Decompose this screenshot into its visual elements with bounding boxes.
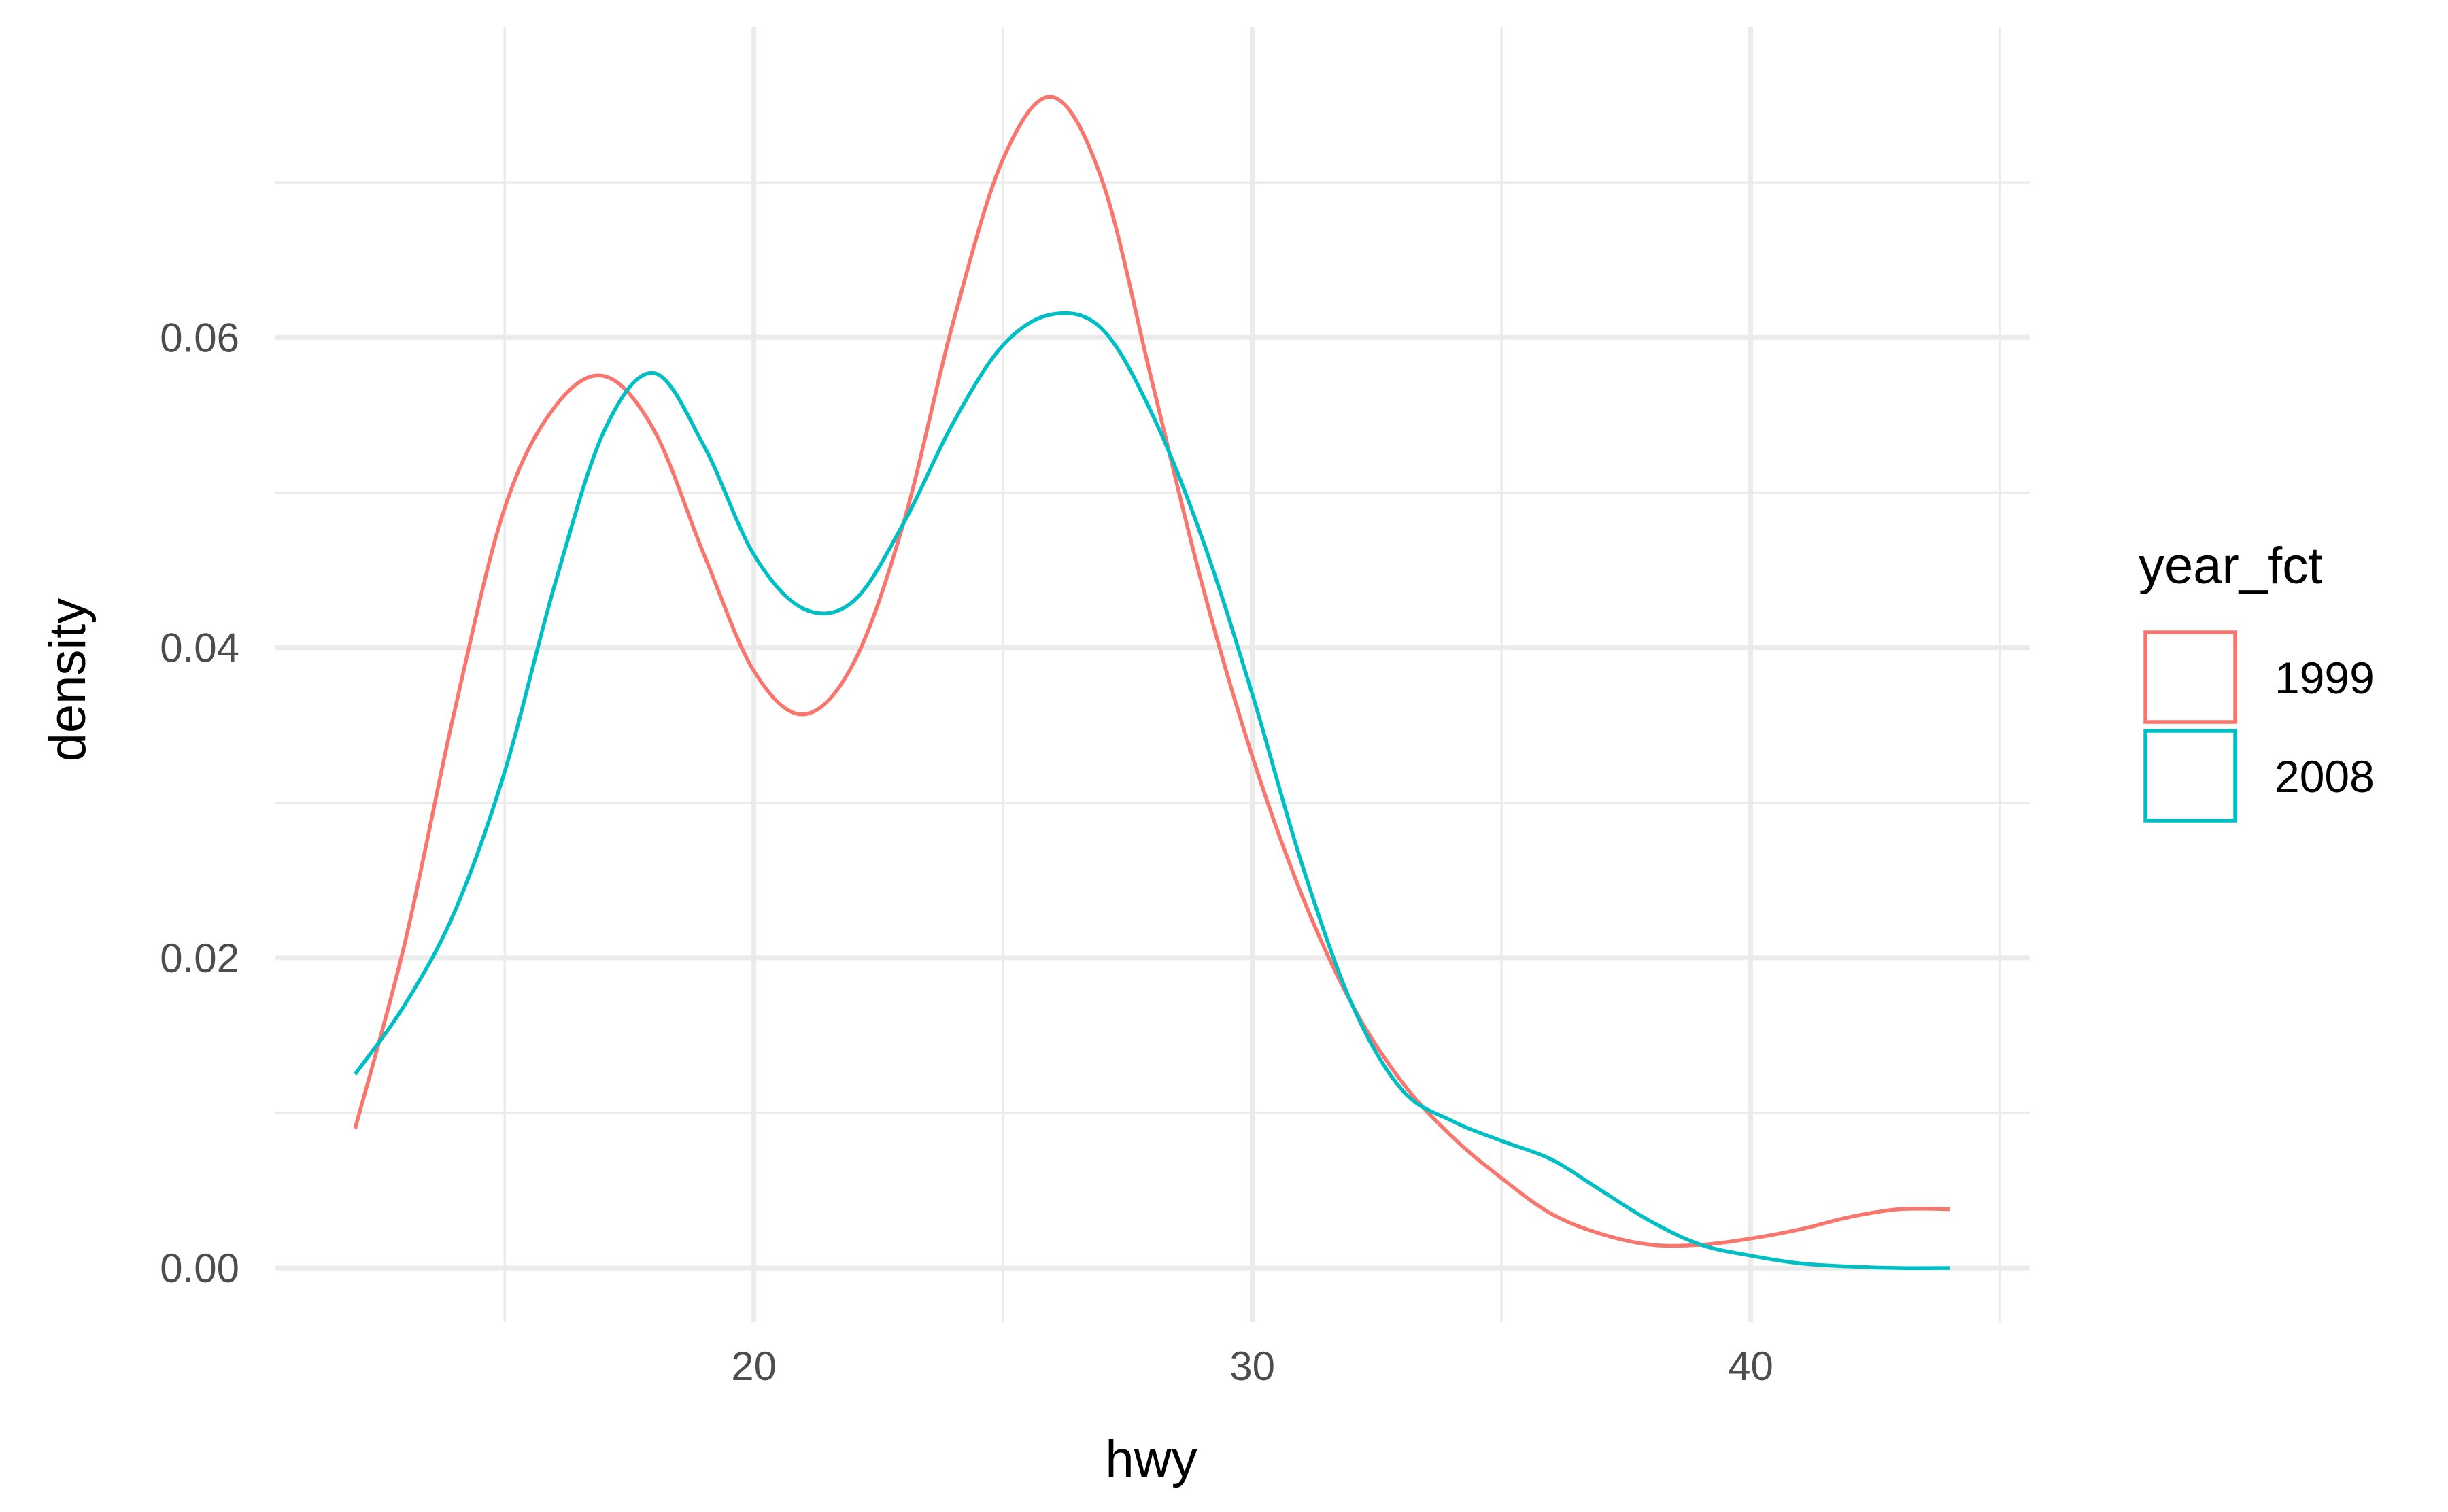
series-lines <box>353 94 1950 1271</box>
minor-gridlines <box>275 27 2030 1322</box>
x-tick-label: 40 <box>1728 1343 1773 1389</box>
y-axis-tick-labels: 0.00 0.02 0.04 0.06 <box>160 315 239 1291</box>
y-tick-label: 0.02 <box>160 935 239 981</box>
major-gridlines <box>275 27 2030 1322</box>
legend-label-2008: 2008 <box>2275 751 2375 802</box>
legend-items: 1999 2008 <box>2143 630 2375 823</box>
x-tick-label: 20 <box>731 1343 777 1389</box>
legend: year_fct 1999 2008 <box>2139 537 2375 823</box>
legend-key-1999 <box>2143 630 2237 724</box>
legend-key-2008 <box>2143 729 2237 823</box>
y-tick-label: 0.04 <box>160 625 239 671</box>
x-tick-label: 30 <box>1229 1343 1275 1389</box>
y-tick-label: 0.06 <box>160 315 239 360</box>
x-axis-title: hwy <box>1105 1430 1197 1488</box>
x-axis-tick-labels: 20 30 40 <box>731 1343 1773 1389</box>
density-line-1999 <box>353 94 1950 1248</box>
y-tick-label: 0.00 <box>160 1245 239 1291</box>
legend-label-1999: 1999 <box>2275 653 2375 703</box>
density-line-2008 <box>354 311 1950 1271</box>
legend-title: year_fct <box>2139 537 2322 595</box>
y-axis-title: density <box>39 598 97 762</box>
